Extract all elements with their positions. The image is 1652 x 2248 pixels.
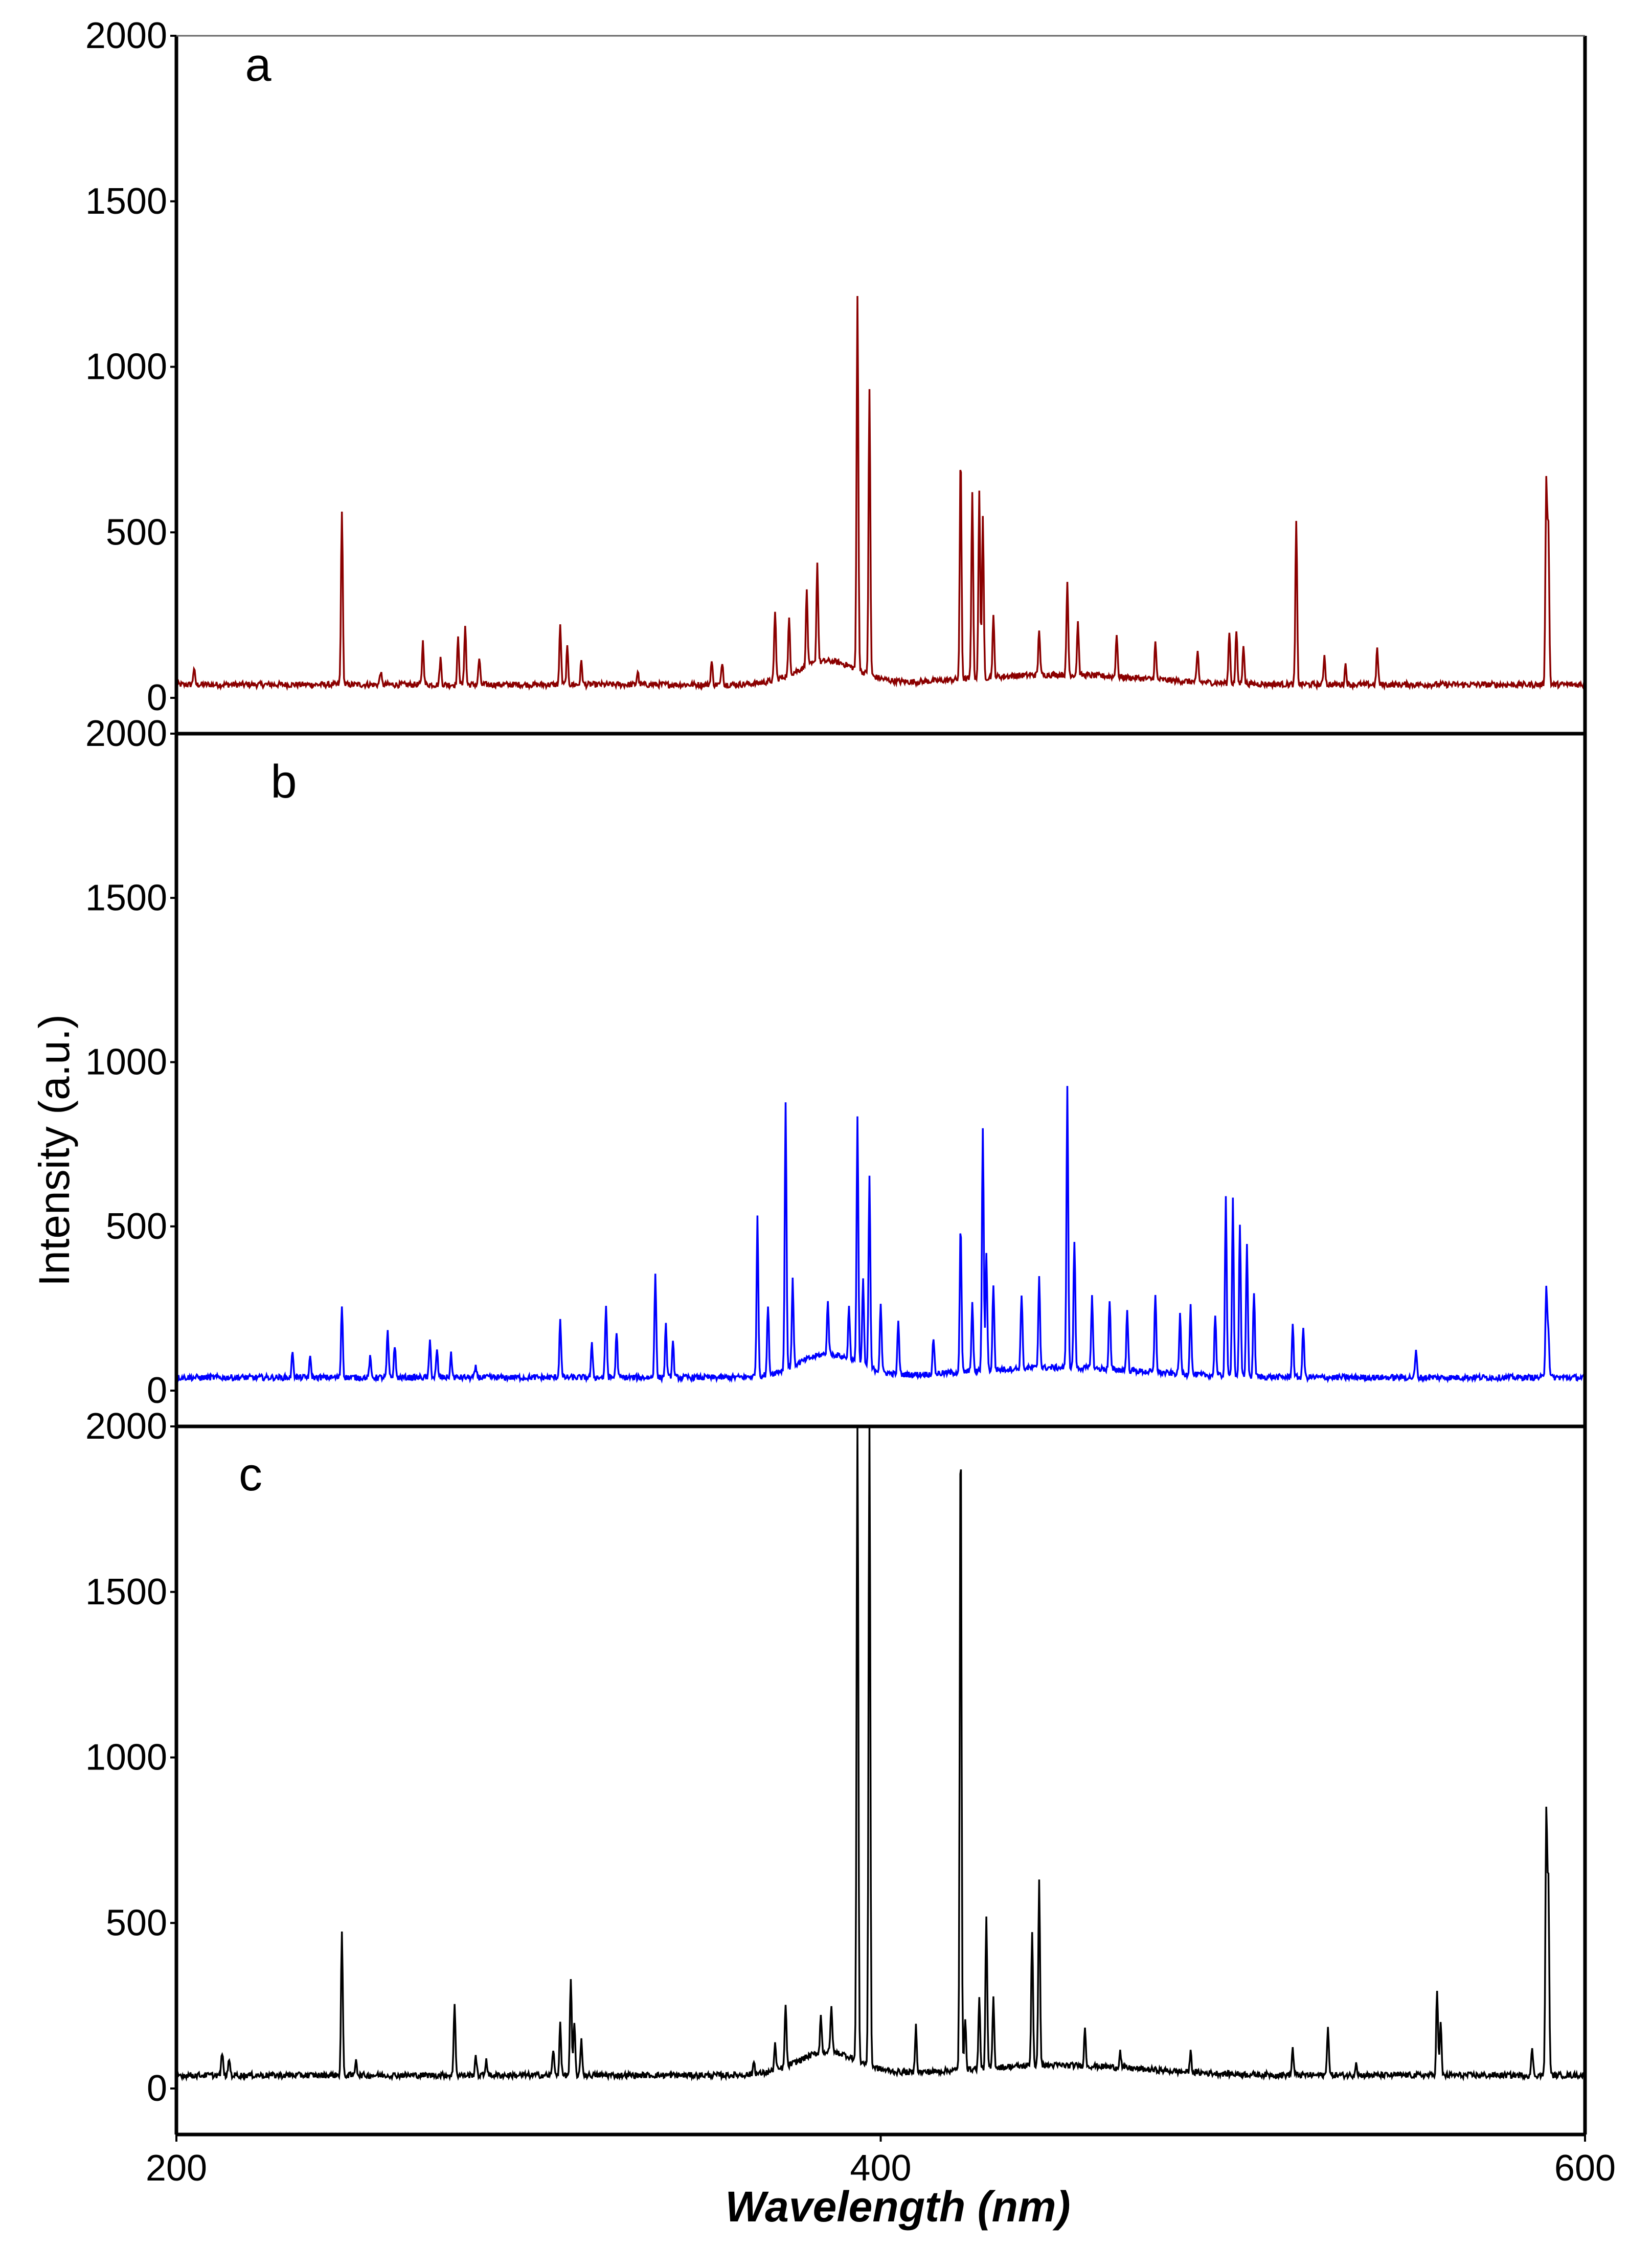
panel-a: 0 500 1000 1500 2000 a: [85, 15, 1587, 736]
y-tick-label-a-0: 0: [147, 677, 167, 718]
y-tick-label-b-2000: 2000: [85, 713, 167, 754]
x-axis-title: Wavelength (nm): [725, 2183, 1070, 2231]
spectrum-line-c: [175, 1426, 1586, 2082]
y-tick-label-b-500: 500: [106, 1206, 167, 1247]
y-tick-label-c-500: 500: [106, 1902, 167, 1943]
x-tick-label-400: 400: [850, 2148, 911, 2189]
y-axis-title: Intensity (a.u.): [30, 1014, 78, 1286]
panel-letter-b: b: [270, 756, 297, 808]
x-tick-label-200: 200: [146, 2148, 207, 2189]
spectrum-line-a: [175, 296, 1586, 691]
y-tick-label-c-2000: 2000: [85, 1406, 167, 1447]
panel-letter-a: a: [245, 39, 271, 91]
panels-layer: 0 500 1000 1500 2000 a 0 500 1000 1500 2000 b 0 500 10…: [85, 15, 1616, 2189]
y-tick-label-a-500: 500: [106, 512, 167, 553]
y-tick-label-c-1000: 1000: [85, 1737, 167, 1778]
y-tick-label-a-1000: 1000: [85, 347, 167, 388]
y-tick-label-b-0: 0: [147, 1370, 167, 1411]
y-tick-label-a-1500: 1500: [85, 181, 167, 222]
panel-letter-c: c: [239, 1448, 262, 1501]
x-tick-label-600: 600: [1554, 2148, 1616, 2189]
y-tick-label-a-2000: 2000: [85, 15, 167, 56]
panel-c: 0 500 1000 1500 2000 c: [85, 1406, 1587, 2137]
y-tick-label-c-1500: 1500: [85, 1572, 167, 1613]
spectrum-line-b: [176, 1086, 1586, 1384]
y-tick-label-b-1500: 1500: [85, 877, 167, 918]
y-tick-label-b-1000: 1000: [85, 1042, 167, 1083]
panel-b: 0 500 1000 1500 2000 b: [85, 713, 1587, 1428]
y-tick-label-c-0: 0: [147, 2068, 167, 2109]
